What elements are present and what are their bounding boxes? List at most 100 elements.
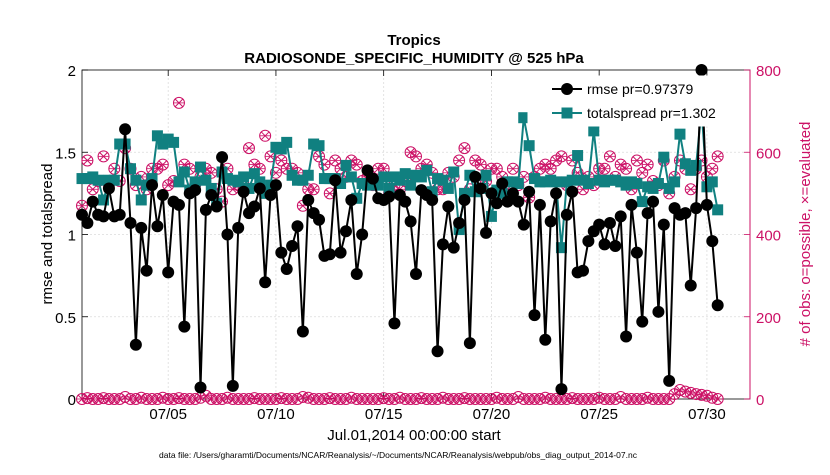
evaluated-point [544, 162, 557, 175]
rmse-point [544, 215, 557, 228]
totalspread-point [518, 112, 530, 124]
rmse-point [663, 374, 676, 387]
y-axis-label-right: # of obs: o=possible, ×=evaluated [797, 122, 814, 347]
rmse-point [614, 210, 627, 223]
rmse-point [399, 195, 412, 208]
x-tick-label: 07/15 [365, 406, 403, 423]
possible-point [199, 389, 212, 402]
evaluated-point [156, 158, 169, 171]
totalspread-point [372, 179, 384, 191]
chart-subtitle: RADIOSONDE_SPECIFIC_HUMIDITY @ 525 hPa [244, 50, 584, 67]
evaluated-point [539, 158, 552, 171]
rmse-point [135, 221, 148, 234]
totalspread-point [281, 136, 293, 148]
rmse-point [366, 172, 379, 185]
rmse-point [539, 333, 552, 346]
totalspread-point [679, 158, 691, 170]
totalspread-point [335, 178, 347, 190]
totalspread-point [146, 173, 158, 185]
rmse-point [512, 195, 525, 208]
rmse-point [226, 379, 239, 392]
totalspread-point [448, 166, 460, 178]
rmse-point [383, 190, 396, 203]
rmse-point [313, 213, 326, 226]
rmse-point [641, 207, 654, 220]
totalspread-point [189, 176, 201, 188]
rmse-point [657, 218, 670, 231]
totalspread-point [582, 178, 594, 190]
possible-point [711, 393, 724, 405]
totalspread-point [92, 174, 104, 186]
totalspread-point [98, 194, 110, 206]
rmse-point [81, 216, 94, 229]
totalspread-point [485, 210, 497, 222]
rmse-point [237, 185, 250, 198]
legend-rmse-marker [561, 83, 573, 95]
rmse-point [221, 228, 234, 241]
rmse-point [302, 193, 315, 206]
rmse-point [593, 218, 606, 231]
rmse-point [350, 267, 363, 280]
rmse-point [178, 320, 191, 333]
totalspread-point [275, 143, 287, 155]
rmse-point [447, 241, 460, 254]
rmse-point [490, 197, 503, 210]
evaluated-point [555, 150, 568, 163]
rmse-point [296, 325, 309, 338]
rmse-point [280, 263, 293, 276]
totalspread-point [523, 140, 535, 152]
totalspread-point [426, 186, 438, 198]
totalspread-point [130, 174, 142, 186]
rmse-point [189, 184, 202, 197]
rmse-series [76, 64, 724, 396]
totalspread-point [345, 171, 357, 183]
rmse-point [194, 381, 207, 394]
rmse-point [97, 210, 110, 223]
rmse-point [264, 189, 277, 202]
rmse-point [291, 220, 304, 233]
x-axis: 07/05 07/10 07/15 07/20 07/25 07/30 [149, 70, 726, 423]
totalspread-point [340, 159, 352, 171]
y-tick-label-left: 0.5 [55, 310, 76, 327]
rmse-point [129, 338, 142, 351]
rmse-point [151, 220, 164, 233]
rmse-point [205, 189, 218, 202]
totalspread-point [378, 171, 390, 183]
totalspread-point [652, 178, 664, 190]
totalspread-point [663, 182, 675, 194]
rmse-point [113, 208, 126, 221]
rmse-point [286, 240, 299, 253]
rmse-point [706, 235, 719, 248]
totalspread-point [216, 166, 228, 178]
rmse-point [684, 279, 697, 292]
totalspread-point [453, 224, 465, 236]
totalspread-point [415, 171, 427, 183]
rmse-point [533, 198, 546, 211]
totalspread-point [254, 176, 266, 188]
rmse-point [442, 200, 455, 213]
rmse-point [275, 246, 288, 259]
totalspread-point [124, 163, 136, 175]
totalspread-point [168, 136, 180, 148]
rmse-point [146, 179, 159, 192]
legend-spread-label: totalspread pr=1.302 [587, 105, 716, 121]
rmse-point [523, 185, 536, 198]
rmse-point [102, 182, 115, 195]
rmse-point [140, 264, 153, 277]
left-axis: 0 0.5 1 1.5 2 [55, 63, 88, 409]
rmse-point [119, 123, 132, 136]
evaluated-point [458, 142, 471, 155]
totalspread-point [437, 174, 449, 186]
rmse-point [216, 151, 229, 164]
evaluated-point [307, 183, 320, 196]
rmse-point [550, 187, 563, 200]
rmse-point [603, 216, 616, 229]
x-tick-label: 07/10 [257, 406, 295, 423]
evaluated-point [329, 154, 342, 167]
x-tick-label: 07/20 [473, 406, 511, 423]
rmse-point [577, 264, 589, 277]
totalspread-point [566, 174, 578, 186]
rmse-point [431, 345, 444, 358]
data-file-footer: data file: /Users/gharamti/Documents/NCA… [159, 450, 638, 460]
